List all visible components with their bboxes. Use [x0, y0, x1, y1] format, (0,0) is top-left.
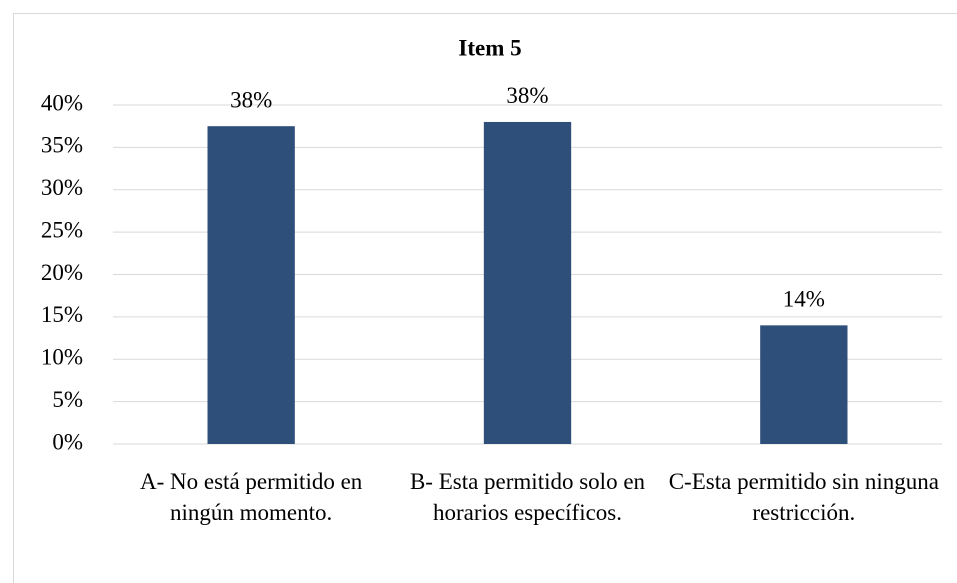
- bar: [760, 325, 848, 444]
- x-tick-label: B- Esta permitido solo en horarios espec…: [409, 469, 646, 525]
- chart-border: [13, 13, 957, 583]
- y-tick-label: 40%: [41, 90, 83, 115]
- y-tick-label: 35%: [41, 133, 83, 158]
- y-tick-label: 10%: [41, 345, 83, 370]
- x-tick-label: C-Esta permitido sin ninguna restricción…: [668, 469, 939, 525]
- y-tick-label: 30%: [41, 175, 83, 200]
- y-tick-label: 15%: [41, 302, 83, 327]
- bar: [483, 121, 572, 444]
- data-label: 38%: [506, 83, 548, 108]
- data-label: 38%: [230, 87, 272, 112]
- y-tick-label: 5%: [52, 387, 83, 412]
- bar: [207, 126, 295, 444]
- y-tick-label: 25%: [41, 217, 83, 242]
- x-tick-label: A- No está permitido en ningún momento.: [140, 469, 363, 525]
- chart-title: Item 5: [458, 35, 521, 60]
- y-tick-label: 0%: [52, 429, 83, 454]
- data-label: 14%: [783, 287, 825, 312]
- y-tick-label: 20%: [41, 260, 83, 285]
